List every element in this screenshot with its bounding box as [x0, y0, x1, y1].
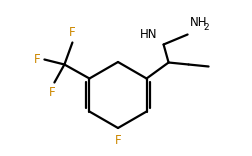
Text: F: F — [115, 134, 121, 147]
Text: F: F — [34, 53, 40, 66]
Text: F: F — [49, 86, 56, 100]
Text: NH: NH — [190, 17, 207, 29]
Text: 2: 2 — [204, 24, 209, 32]
Text: HN: HN — [140, 27, 158, 41]
Text: F: F — [69, 25, 76, 39]
